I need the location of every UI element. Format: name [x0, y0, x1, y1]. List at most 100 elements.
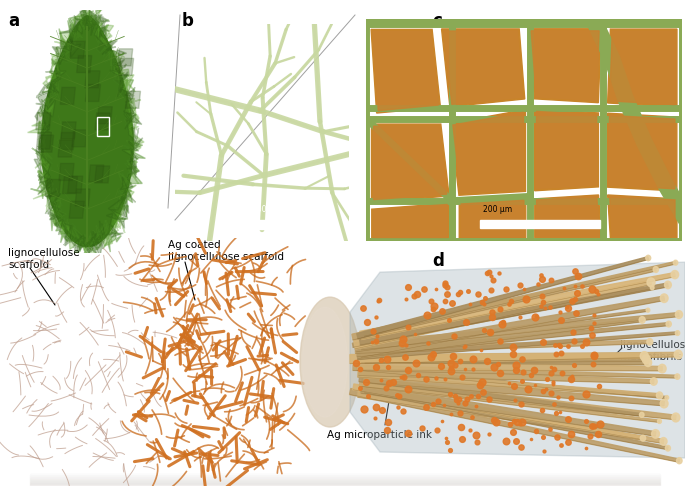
Polygon shape	[531, 31, 599, 101]
Polygon shape	[118, 49, 133, 66]
Polygon shape	[59, 163, 74, 180]
Polygon shape	[608, 29, 677, 107]
Polygon shape	[461, 200, 524, 237]
Polygon shape	[360, 273, 675, 339]
Polygon shape	[361, 312, 679, 350]
Polygon shape	[442, 29, 525, 107]
Ellipse shape	[674, 350, 682, 359]
Polygon shape	[360, 382, 660, 422]
Polygon shape	[350, 262, 685, 458]
Ellipse shape	[658, 419, 662, 423]
Ellipse shape	[656, 392, 662, 399]
Text: b: b	[182, 12, 194, 30]
Ellipse shape	[665, 445, 671, 451]
Polygon shape	[364, 261, 676, 336]
Polygon shape	[27, 1, 144, 256]
Polygon shape	[352, 287, 652, 347]
Bar	[480, 220, 599, 228]
Polygon shape	[69, 201, 84, 218]
Ellipse shape	[672, 413, 680, 422]
Ellipse shape	[658, 364, 666, 373]
Ellipse shape	[647, 339, 653, 345]
Polygon shape	[608, 195, 677, 238]
Polygon shape	[356, 340, 650, 353]
Polygon shape	[459, 199, 526, 238]
Polygon shape	[60, 87, 75, 104]
Polygon shape	[451, 110, 525, 195]
Polygon shape	[360, 352, 678, 364]
Polygon shape	[364, 374, 664, 406]
Polygon shape	[75, 189, 90, 206]
Polygon shape	[61, 122, 76, 139]
Polygon shape	[34, 10, 142, 259]
Bar	[97, 117, 109, 136]
Ellipse shape	[675, 311, 682, 318]
Polygon shape	[364, 387, 668, 450]
Polygon shape	[373, 32, 438, 111]
Polygon shape	[536, 111, 597, 189]
Ellipse shape	[665, 396, 669, 399]
Ellipse shape	[300, 297, 360, 427]
Polygon shape	[529, 29, 601, 103]
Polygon shape	[358, 362, 662, 371]
Polygon shape	[608, 113, 677, 191]
Polygon shape	[358, 332, 677, 360]
Polygon shape	[86, 85, 101, 102]
Text: Ag coat: Ag coat	[392, 158, 429, 168]
Polygon shape	[85, 71, 100, 88]
Polygon shape	[45, 179, 60, 196]
Polygon shape	[358, 318, 643, 359]
Ellipse shape	[640, 435, 646, 441]
Polygon shape	[610, 196, 675, 237]
Ellipse shape	[647, 278, 655, 287]
Ellipse shape	[660, 437, 667, 445]
Polygon shape	[353, 384, 643, 440]
Text: c: c	[432, 12, 442, 30]
Polygon shape	[453, 112, 523, 193]
Polygon shape	[359, 283, 669, 345]
Polygon shape	[357, 366, 667, 399]
Ellipse shape	[675, 330, 680, 335]
Polygon shape	[119, 58, 134, 75]
Polygon shape	[60, 133, 75, 150]
Text: lignocellulose
macrofibrils: lignocellulose macrofibrils	[620, 340, 685, 362]
Polygon shape	[358, 389, 664, 443]
Polygon shape	[359, 377, 642, 416]
Polygon shape	[357, 257, 649, 339]
Polygon shape	[352, 268, 656, 340]
Polygon shape	[373, 126, 447, 200]
Polygon shape	[357, 323, 669, 357]
Text: a: a	[8, 12, 19, 30]
Ellipse shape	[643, 355, 650, 364]
Ellipse shape	[675, 374, 680, 380]
Ellipse shape	[671, 271, 679, 279]
Ellipse shape	[646, 255, 651, 260]
Polygon shape	[372, 203, 449, 238]
Polygon shape	[95, 113, 110, 130]
Polygon shape	[89, 165, 104, 182]
Polygon shape	[62, 176, 77, 193]
Ellipse shape	[653, 267, 658, 273]
Polygon shape	[535, 109, 599, 191]
Ellipse shape	[639, 316, 645, 323]
Text: Ag coated
lignocellulose scaffold: Ag coated lignocellulose scaffold	[168, 240, 284, 261]
Polygon shape	[77, 55, 92, 72]
Polygon shape	[42, 16, 133, 247]
Ellipse shape	[650, 378, 657, 385]
Ellipse shape	[666, 321, 671, 327]
Polygon shape	[70, 41, 85, 58]
Ellipse shape	[303, 307, 347, 417]
Polygon shape	[58, 140, 73, 157]
Polygon shape	[72, 130, 87, 147]
Polygon shape	[360, 296, 664, 357]
Polygon shape	[353, 365, 677, 378]
Text: d: d	[432, 252, 444, 270]
Polygon shape	[358, 370, 660, 397]
Polygon shape	[97, 107, 112, 124]
Ellipse shape	[651, 430, 660, 438]
Ellipse shape	[664, 281, 671, 289]
Polygon shape	[68, 176, 83, 193]
Polygon shape	[361, 384, 656, 436]
Ellipse shape	[640, 412, 644, 417]
Polygon shape	[371, 124, 449, 202]
